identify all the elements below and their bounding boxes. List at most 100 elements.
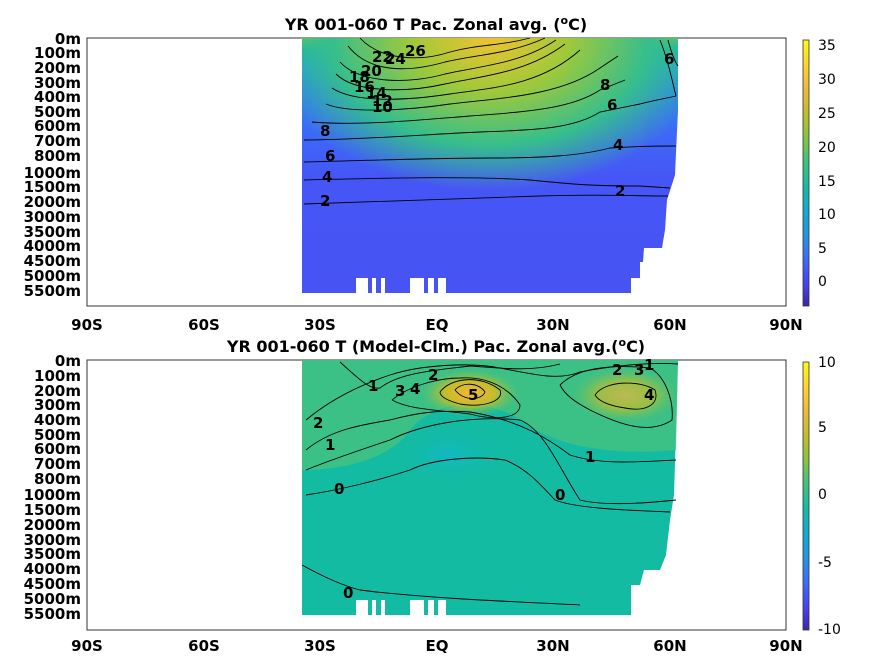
contour-label: 3 bbox=[634, 361, 644, 379]
colorbar-tick-label: 5 bbox=[818, 241, 827, 257]
contour-label: 6 bbox=[664, 50, 674, 68]
contour-label: 4 bbox=[613, 136, 623, 154]
y-tick-label: 3500m bbox=[24, 223, 81, 241]
x-tick-label: 30S bbox=[304, 316, 336, 334]
contour-label: 18 bbox=[349, 68, 370, 86]
contour-label: 2 bbox=[428, 366, 438, 384]
y-tick-label: 4000m bbox=[24, 560, 81, 578]
y-tick-label: 4500m bbox=[24, 575, 81, 593]
x-tick-label: 90S bbox=[71, 637, 103, 655]
contour-labels: 1 2 3 4 5 2 1 0 2 3 1 4 1 0 0 bbox=[313, 356, 654, 602]
y-tick-label: 2000m bbox=[24, 193, 81, 211]
contour-label: 14 bbox=[366, 84, 387, 102]
contour-lines bbox=[301, 361, 679, 606]
contour-label: 2 bbox=[612, 361, 622, 379]
colorbar: 35 30 25 20 15 10 5 0 bbox=[802, 38, 836, 307]
x-tick-label: 60S bbox=[188, 637, 220, 655]
contour-label: 1 bbox=[325, 436, 335, 454]
chart-title: YR 001-060 T Pac. Zonal avg. (oC) bbox=[284, 14, 587, 34]
contour-label: 2 bbox=[313, 414, 323, 432]
colorbar-tick-label: 20 bbox=[818, 140, 836, 156]
contour-label: 22 bbox=[372, 48, 393, 66]
x-tick-label: 60N bbox=[653, 316, 686, 334]
x-tick-label: 60S bbox=[188, 316, 220, 334]
contour-label: 26 bbox=[405, 42, 426, 60]
colorbar-tick-label: 10 bbox=[818, 207, 836, 223]
y-tick-label: 3000m bbox=[24, 531, 81, 549]
y-tick-label: 800m bbox=[34, 470, 81, 488]
contour-label: 1 bbox=[368, 377, 378, 395]
y-tick-label: 700m bbox=[34, 455, 81, 473]
y-tick-label: 300m bbox=[34, 74, 81, 92]
x-tick-label: EQ bbox=[426, 316, 449, 334]
y-tick-label: 700m bbox=[34, 132, 81, 150]
x-tick-label: 60N bbox=[653, 637, 686, 655]
y-axis: 0m 100m 200m 300m 400m 500m 600m 700m 80… bbox=[24, 30, 81, 300]
y-tick-label: 0m bbox=[55, 352, 81, 370]
y-tick-label: 5500m bbox=[24, 605, 81, 623]
contour-label: 3 bbox=[395, 382, 405, 400]
y-tick-label: 1000m bbox=[24, 164, 81, 182]
y-tick-label: 4500m bbox=[24, 252, 81, 270]
y-tick-label: 5500m bbox=[24, 282, 81, 300]
x-axis: 90S 60S 30S EQ 30N 60N 90N bbox=[71, 637, 803, 655]
y-tick-label: 600m bbox=[34, 117, 81, 135]
colorbar-scale bbox=[802, 39, 810, 307]
chart-title: YR 001-060 T (Model-Clm.) Pac. Zonal avg… bbox=[226, 336, 645, 356]
colorbar-scale bbox=[802, 361, 810, 631]
y-tick-label: 1000m bbox=[24, 486, 81, 504]
contour-label: 0 bbox=[334, 480, 344, 498]
x-axis: 90S 60S 30S EQ 30N 60N 90N bbox=[71, 316, 803, 334]
colorbar-tick-label: 15 bbox=[818, 174, 836, 190]
y-tick-label: 200m bbox=[34, 59, 81, 77]
colorbar-tick-label: 25 bbox=[818, 106, 836, 122]
y-tick-label: 100m bbox=[34, 367, 81, 385]
contour-label: 6 bbox=[607, 96, 617, 114]
warm-pool bbox=[302, 38, 678, 293]
contour-label: 8 bbox=[600, 76, 610, 94]
contour-label: 1 bbox=[585, 448, 595, 466]
y-tick-label: 500m bbox=[34, 426, 81, 444]
y-tick-label: 500m bbox=[34, 103, 81, 121]
contour-label: 20 bbox=[361, 62, 382, 80]
y-tick-label: 200m bbox=[34, 382, 81, 400]
y-tick-label: 1500m bbox=[24, 501, 81, 519]
anomaly-minimum bbox=[390, 425, 510, 485]
colorbar-tick-label: 0 bbox=[818, 487, 827, 503]
contour-label: 0 bbox=[343, 584, 353, 602]
contour-label: 1 bbox=[644, 356, 654, 374]
contour-labels: 26 24 22 20 18 16 14 12 10 8 6 4 2 8 6 4… bbox=[320, 42, 674, 210]
x-tick-label: 90S bbox=[71, 316, 103, 334]
panel-anomaly: YR 001-060 T (Model-Clm.) Pac. Zonal avg… bbox=[24, 336, 841, 655]
bathymetry-gaps bbox=[356, 278, 446, 294]
x-tick-label: 90N bbox=[769, 637, 802, 655]
y-tick-label: 300m bbox=[34, 396, 81, 414]
colorbar: 10 5 0 -5 -10 bbox=[802, 355, 841, 638]
y-tick-label: 5000m bbox=[24, 590, 81, 608]
contour-label: 10 bbox=[372, 98, 393, 116]
contour-lines bbox=[303, 37, 679, 205]
y-tick-label: 3500m bbox=[24, 545, 81, 563]
contour-label: 4 bbox=[410, 380, 420, 398]
contour-label: 2 bbox=[320, 192, 330, 210]
y-tick-label: 1500m bbox=[24, 178, 81, 196]
x-tick-label: 30N bbox=[536, 316, 569, 334]
x-tick-label: EQ bbox=[426, 637, 449, 655]
y-tick-label: 3000m bbox=[24, 208, 81, 226]
y-tick-label: 600m bbox=[34, 440, 81, 458]
y-tick-label: 4000m bbox=[24, 237, 81, 255]
colorbar-tick-label: 0 bbox=[818, 274, 827, 290]
y-tick-label: 400m bbox=[34, 88, 81, 106]
x-tick-label: 30S bbox=[304, 637, 336, 655]
contour-label: 6 bbox=[325, 147, 335, 165]
contour-label: 5 bbox=[468, 386, 478, 404]
contour-label: 12 bbox=[372, 92, 393, 110]
colorbar-tick-label: 5 bbox=[818, 420, 827, 436]
y-tick-label: 400m bbox=[34, 411, 81, 429]
x-tick-label: 90N bbox=[769, 316, 802, 334]
y-tick-label: 100m bbox=[34, 44, 81, 62]
y-axis: 0m 100m 200m 300m 400m 500m 600m 700m 80… bbox=[24, 352, 81, 623]
x-tick-label: 30N bbox=[536, 637, 569, 655]
colorbar-tick-label: -5 bbox=[818, 555, 832, 571]
